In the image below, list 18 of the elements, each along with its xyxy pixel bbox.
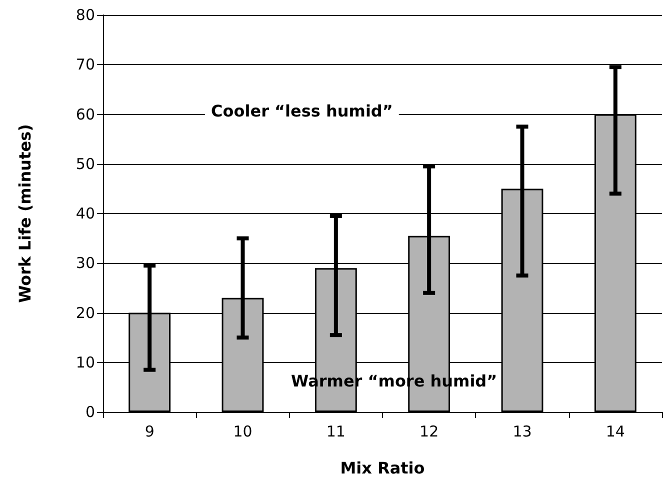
y-tick-label: 50 (76, 154, 95, 173)
x-tick-label: 10 (233, 422, 252, 440)
annotation: Cooler “less humid” (211, 102, 393, 120)
y-tick-label: 60 (76, 105, 95, 124)
y-tick-label: 70 (76, 56, 95, 74)
y-tick-label: 10 (76, 353, 95, 372)
x-axis-title: Mix Ratio (340, 458, 425, 478)
x-tick-label: 9 (144, 422, 154, 440)
x-tick-label: 14 (606, 422, 625, 440)
x-tick-label: 13 (512, 422, 532, 440)
x-tick-label: 11 (326, 422, 346, 440)
y-tick-label: 40 (76, 204, 95, 222)
y-tick-label: 30 (76, 254, 95, 272)
y-tick-label: 20 (76, 304, 95, 322)
y-axis-title: Work Life (minutes) (16, 124, 34, 303)
y-tick-label: 0 (85, 403, 95, 421)
y-tick-label: 80 (76, 6, 95, 24)
x-tick-label: 12 (420, 422, 439, 440)
